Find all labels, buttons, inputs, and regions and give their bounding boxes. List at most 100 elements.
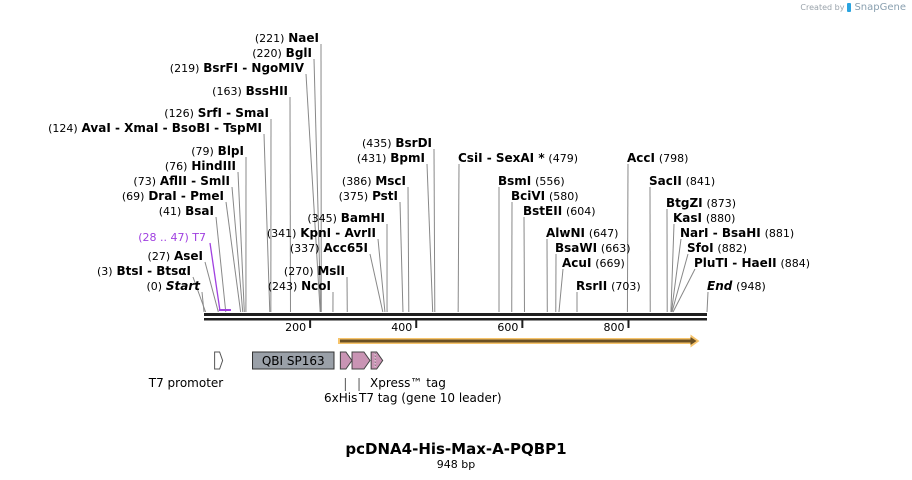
site-leader-line — [407, 186, 410, 313]
site-leader-line — [671, 253, 689, 313]
site-leader-line — [426, 163, 434, 313]
site-leader-line — [305, 73, 321, 313]
site-position: (884) — [780, 257, 810, 270]
restriction-site-label[interactable]: BsmI (556) — [498, 174, 565, 188]
restriction-site-label[interactable]: (41) BsaI — [159, 204, 214, 218]
restriction-site-label[interactable]: (124) AvaI - XmaI - BsoBI - TspMI — [48, 121, 262, 135]
restriction-site-label[interactable]: (126) SrfI - SmaI — [164, 106, 269, 120]
restriction-site-label[interactable]: (3) BtsI - BtsαI — [97, 264, 191, 278]
restriction-site-label[interactable]: (0) Start — [146, 279, 201, 293]
restriction-site-label[interactable]: CsiI - SexAI * (479) — [458, 151, 578, 165]
site-position: (163) — [212, 85, 242, 98]
feature-track: T7 promoter QBI SP163 6xHis T7 tag (gene 10… — [148, 351, 502, 405]
site-leader-line — [670, 238, 682, 313]
site-leader-line — [313, 58, 322, 313]
restriction-site-label[interactable]: BsaWI (663) — [555, 241, 631, 255]
qbi-sp163-box[interactable] — [252, 351, 335, 370]
restriction-site-label[interactable]: PluTI - HaeII (884) — [694, 256, 810, 270]
site-position: (880) — [706, 212, 736, 225]
backbone-bottom-strand[interactable] — [204, 318, 707, 321]
site-position: (337) — [290, 242, 320, 255]
plasmid-name: pcDNA4-His-Max-A-PQBP1 — [345, 440, 567, 458]
site-position: (79) — [191, 145, 214, 158]
tick-mark — [627, 320, 630, 328]
site-enzyme-names: AlwNI — [546, 226, 585, 240]
restriction-site-label[interactable]: (341) KpnI - AvrII — [267, 226, 376, 240]
site-enzyme-names: Acc65I — [323, 241, 368, 255]
tick-label: 400 — [391, 321, 412, 334]
site-enzyme-names: BciVI — [511, 189, 545, 203]
site-position: (243) — [268, 280, 298, 293]
site-enzyme-names: AvaI - XmaI - BsoBI - TspMI — [82, 121, 262, 135]
restriction-site-label[interactable]: (220) BglI — [252, 46, 312, 60]
ruler-ticks: 200 400 600 800 — [285, 320, 630, 334]
primer-label[interactable]: (28 .. 47) T7 — [138, 231, 206, 244]
restriction-site-label[interactable]: (219) BsrFI - NgoMIV — [170, 61, 305, 75]
restriction-site-label[interactable]: (163) BssHII — [212, 84, 288, 98]
dna-backbone[interactable] — [204, 313, 707, 321]
site-enzyme-names: CsiI - SexAI * — [458, 151, 545, 165]
restriction-site-label[interactable]: (435) BsrDI — [362, 136, 432, 150]
site-position: (220) — [252, 47, 282, 60]
restriction-site-label[interactable]: (221) NaeI — [255, 31, 319, 45]
restriction-site-label[interactable]: (270) MslI — [284, 264, 345, 278]
site-position: (703) — [611, 280, 641, 293]
restriction-site-label[interactable]: (27) AseI — [148, 249, 203, 263]
tick-mark — [309, 320, 312, 328]
orf-arrow[interactable] — [337, 334, 700, 348]
primer-t7[interactable]: (28 .. 47) T7 — [138, 231, 231, 311]
restriction-site-label[interactable]: (79) BlpI — [191, 144, 244, 158]
restriction-site-label[interactable]: SfoI (882) — [687, 241, 747, 255]
restriction-site-label[interactable]: SacII (841) — [649, 174, 715, 188]
backbone-top-strand[interactable] — [204, 313, 707, 316]
site-enzyme-names: SfoI — [687, 241, 714, 255]
restriction-site-label[interactable]: (386) MscI — [342, 174, 406, 188]
site-enzyme-names: DraI - PmeI — [148, 189, 224, 203]
restriction-site-label[interactable]: AlwNI (647) — [546, 226, 618, 240]
site-position: (948) — [736, 280, 766, 293]
restriction-site-label[interactable]: (431) BpmI — [357, 151, 425, 165]
site-position: (73) — [133, 175, 156, 188]
restriction-site-label[interactable]: (337) Acc65I — [290, 241, 368, 255]
restriction-site-label[interactable]: NarI - BsaHI (881) — [680, 226, 794, 240]
site-position: (270) — [284, 265, 314, 278]
site-enzyme-names: BamHI — [341, 211, 385, 225]
restriction-site-label[interactable]: (69) DraI - PmeI — [122, 189, 224, 203]
site-enzyme-names: BpmI — [390, 151, 425, 165]
restriction-site-label[interactable]: BtgZI (873) — [666, 196, 736, 210]
restriction-site-label[interactable]: (76) HindIII — [165, 159, 236, 173]
restriction-site-label[interactable]: BstEII (604) — [523, 204, 596, 218]
site-position: (435) — [362, 137, 392, 150]
site-position: (873) — [706, 197, 736, 210]
tag-feature-arrow[interactable] — [339, 351, 353, 370]
site-leader-line — [237, 171, 245, 313]
feature-label-tag: Xpress™ tag — [370, 376, 446, 390]
t7-promoter-arrow[interactable] — [214, 351, 224, 370]
site-enzyme-names: KpnI - AvrII — [300, 226, 376, 240]
site-leader-line — [369, 253, 384, 313]
site-enzyme-names: AccI — [627, 151, 655, 165]
site-leader-line — [706, 291, 709, 313]
tag-feature-arrow[interactable] — [370, 351, 384, 370]
restriction-site-label[interactable]: KasI (880) — [673, 211, 735, 225]
site-enzyme-names: BsrFI - NgoMIV — [203, 61, 304, 75]
site-leader-line — [215, 216, 227, 313]
restriction-site-label[interactable]: (73) AflII - SmlI — [133, 174, 230, 188]
plasmid-length: 948 bp — [436, 458, 476, 471]
site-position: (556) — [535, 175, 565, 188]
restriction-site-label[interactable]: AcuI (669) — [562, 256, 625, 270]
restriction-site-label[interactable]: (375) PstI — [339, 189, 398, 203]
restriction-site-label[interactable]: (243) NcoI — [268, 279, 331, 293]
orf-body[interactable] — [339, 339, 691, 343]
site-position: (663) — [601, 242, 631, 255]
restriction-site-label[interactable]: End (948) — [707, 279, 766, 293]
restriction-site-label[interactable]: AccI (798) — [627, 151, 688, 165]
tag-feature-arrow[interactable] — [351, 351, 371, 370]
site-enzyme-names: Start — [166, 279, 201, 293]
restriction-site-label[interactable]: (345) BamHI — [307, 211, 385, 225]
restriction-site-label[interactable]: BciVI (580) — [511, 189, 579, 203]
restriction-site-label[interactable]: RsrII (703) — [576, 279, 641, 293]
site-position: (69) — [122, 190, 145, 203]
site-enzyme-names: BsrDI — [395, 136, 432, 150]
site-enzyme-names: MslI — [317, 264, 345, 278]
